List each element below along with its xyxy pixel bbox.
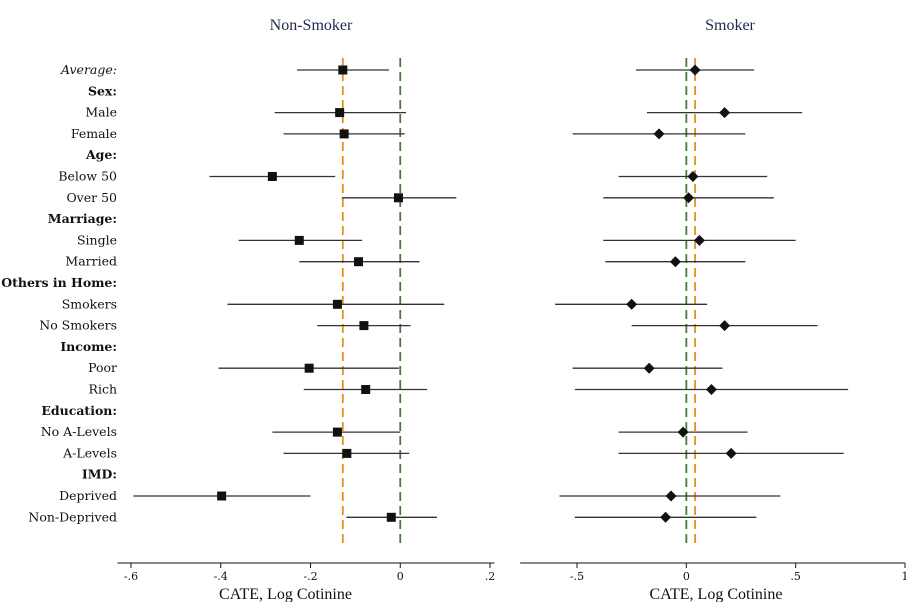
x-tick-label: -.4: [214, 570, 228, 583]
point-deprived: [665, 490, 677, 502]
point-a-levels: [342, 448, 352, 458]
x-tick-label: 1: [902, 570, 906, 583]
row-label-imd: IMD:: [82, 467, 117, 482]
point-average: [338, 65, 348, 75]
point-no-a-levels: [332, 427, 342, 437]
row-label-deprived: Deprived: [59, 488, 117, 503]
point-poor: [643, 362, 655, 374]
row-label-marriage: Marriage:: [48, 211, 117, 226]
row-label-female: Female: [71, 126, 117, 141]
x-tick-label: -.6: [124, 570, 138, 583]
point-rich: [705, 384, 717, 395]
point-married: [354, 257, 364, 267]
row-label-male: Male: [85, 105, 117, 120]
point-below-50: [267, 172, 277, 181]
row-label-no-smokers: No Smokers: [39, 318, 117, 333]
point-smokers: [626, 298, 638, 310]
x-tick-label: .2: [485, 570, 496, 583]
point-male: [335, 108, 345, 118]
row-label-average: Average:: [60, 62, 117, 77]
point-male: [719, 107, 731, 119]
row-labels: Average: Sex: Male Female Age: Below 50 Over 5…: [1, 62, 117, 524]
row-label-age: Age:: [85, 147, 117, 162]
row-label-a-levels: A-Levels: [62, 445, 117, 460]
point-no-smokers: [359, 321, 369, 331]
row-label-smokers: Smokers: [62, 296, 117, 311]
row-label-others-in-home: Others in Home:: [1, 275, 117, 290]
point-non-deprived: [386, 512, 396, 522]
row-label-income: Income:: [60, 339, 117, 354]
x-tick-label: -.5: [570, 570, 584, 583]
point-smokers: [332, 299, 342, 309]
row-label-below-50: Below 50: [58, 169, 117, 184]
point-a-levels: [725, 447, 737, 459]
x-tick-label: -.2: [303, 570, 317, 583]
x-tick-label: 0: [397, 570, 404, 583]
point-female: [339, 129, 349, 139]
row-label-rich: Rich: [89, 382, 117, 397]
x-tick-label: 0: [683, 570, 690, 583]
panel-smoker: Smoker -.5 0 .5 1 CATE, Log Cotinine: [520, 17, 906, 602]
point-over-50: [683, 192, 695, 204]
row-label-no-a-levels: No A-Levels: [41, 424, 117, 439]
row-label-non-deprived: Non-Deprived: [28, 509, 117, 524]
row-label-sex: Sex:: [88, 83, 117, 98]
point-over-50: [393, 193, 403, 203]
x-tick-label: .5: [790, 570, 801, 583]
panel-non-smoker: Non-Smoker -.6 -.4 -.2 0 .2 CATE, Log Cotinine: [117, 17, 496, 602]
point-non-deprived: [660, 511, 672, 523]
point-single: [294, 235, 304, 245]
x-axis-title: CATE, Log Cotinine: [650, 586, 783, 602]
point-female: [653, 128, 665, 140]
panel-title: Non-Smoker: [270, 17, 353, 34]
x-axis-title: CATE, Log Cotinine: [219, 586, 352, 602]
point-no-a-levels: [677, 426, 689, 438]
point-below-50: [687, 171, 699, 182]
point-deprived: [217, 491, 227, 501]
row-label-poor: Poor: [88, 360, 117, 375]
point-rich: [361, 385, 371, 394]
point-poor: [304, 363, 314, 373]
point-single: [693, 234, 705, 246]
point-married: [669, 256, 681, 268]
row-label-married: Married: [65, 254, 117, 269]
row-label-single: Single: [77, 232, 117, 247]
row-label-education: Education:: [41, 403, 117, 418]
point-average: [689, 64, 701, 76]
panel-title: Smoker: [705, 17, 755, 34]
point-no-smokers: [719, 320, 731, 332]
row-label-over-50: Over 50: [66, 190, 117, 205]
